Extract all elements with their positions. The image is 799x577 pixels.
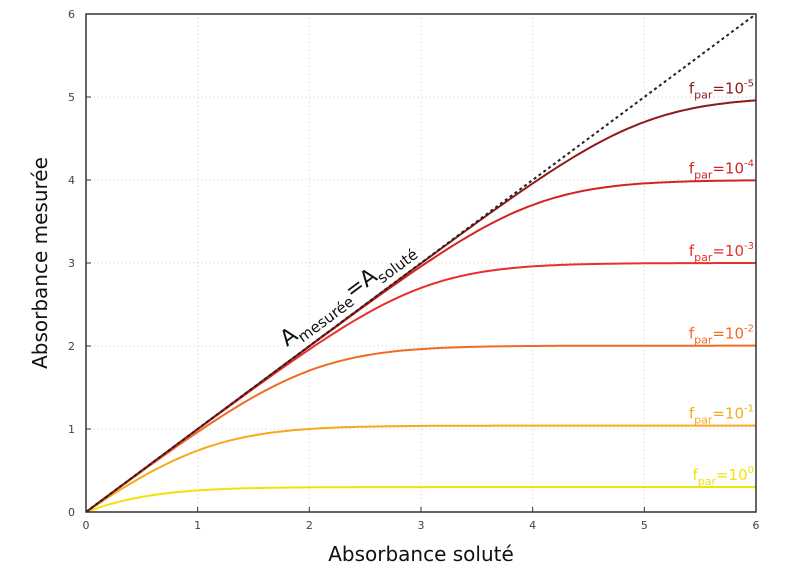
x-axis-title: Absorbance soluté [328,542,514,566]
x-tick-label: 2 [306,519,313,532]
y-tick-label: 4 [68,174,75,187]
series-label: fpar=10-3 [689,241,754,264]
x-tick-label: 4 [529,519,536,532]
reference-dashed-line [85,13,757,513]
y-tick-label: 3 [68,257,75,270]
series-label: fpar=100 [692,465,754,488]
series-label: fpar=10-2 [689,324,754,347]
series-line [85,344,756,513]
x-tick-label: 1 [194,519,201,532]
series-labels: fpar=100 fpar=10-1 fpar=10-2 fpar=10-3 fpar=… [689,78,754,488]
series-label: fpar=10-4 [689,158,754,181]
x-tick-label: 6 [753,519,760,532]
x-tick-label: 5 [641,519,648,532]
y-tick-label: 1 [68,423,75,436]
plot-frame [85,13,757,513]
y-tick-label: 0 [68,506,75,519]
series-label: fpar=10-1 [689,404,754,427]
y-tick-label: 6 [68,8,75,21]
series-label: fpar=10-5 [689,78,754,101]
y-tick-label: 2 [68,340,75,353]
y-tick-label: 5 [68,91,75,104]
series-lines [85,13,757,513]
reference-line-label: Amesurée=Asoluté [276,236,422,355]
tick-labels: 0 1 2 3 4 5 6 0 1 2 3 4 5 6 [68,8,760,532]
series-line [85,486,756,513]
series-line [85,424,756,513]
y-axis-title: Absorbance mesurée [28,157,52,369]
x-tick-label: 0 [83,519,90,532]
x-tick-label: 3 [418,519,425,532]
